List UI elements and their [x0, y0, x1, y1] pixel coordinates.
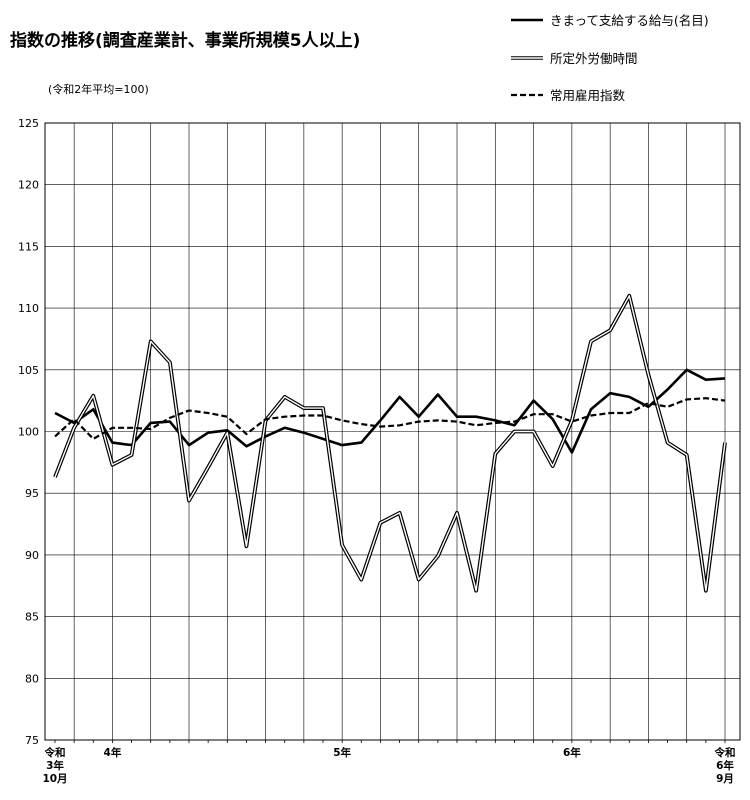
legend-swatch-double [511, 56, 543, 60]
y-tick-label: 85 [25, 611, 39, 624]
series-line-wages [54, 368, 726, 454]
x-tick-label: 6年 [563, 746, 581, 759]
y-tick-label: 110 [18, 302, 39, 315]
legend-label: きまって支給する給与(名目) [550, 13, 709, 28]
y-tick-label: 100 [18, 426, 39, 439]
y-tick-label: 120 [18, 179, 39, 192]
y-tick-label: 115 [18, 240, 39, 253]
x-tick-label: 3年 [46, 759, 64, 772]
y-tick-label: 75 [25, 734, 39, 747]
series-line-overtime [53, 293, 727, 593]
chart-title: 指数の推移(調査産業計、事業所規模5人以上) [10, 31, 361, 51]
legend-item-wages: きまって支給する給与(名目) [510, 10, 746, 30]
y-tick-label: 105 [18, 364, 39, 377]
chart-subtitle: (令和2年平均=100) [48, 83, 149, 96]
plot-frame [44, 122, 741, 741]
x-tick-label: 6年 [716, 759, 734, 772]
x-tick-label: 4年 [104, 746, 122, 759]
x-tick-label: 9月 [716, 773, 734, 785]
legend-item-overtime: 所定外労働時間 [510, 48, 746, 68]
x-tick-label: 令和 [714, 746, 736, 759]
y-tick-label: 125 [18, 117, 39, 130]
legend-item-employment: 常用雇用指数 [510, 85, 746, 105]
x-tick-label: 令和 [44, 746, 66, 759]
legend-swatch-dashed [511, 93, 543, 97]
legend-label: 常用雇用指数 [550, 88, 626, 103]
x-tick-label: 5年 [333, 746, 351, 759]
series-line-overtime-inner [54, 295, 726, 592]
y-tick-label: 95 [25, 487, 39, 500]
series-line-employment [54, 397, 726, 441]
x-tick-label: 10月 [42, 773, 67, 785]
legend-swatch-solid [511, 18, 543, 22]
y-tick-label: 90 [25, 549, 39, 562]
legend-label: 所定外労働時間 [550, 51, 638, 66]
y-tick-label: 80 [25, 672, 39, 685]
